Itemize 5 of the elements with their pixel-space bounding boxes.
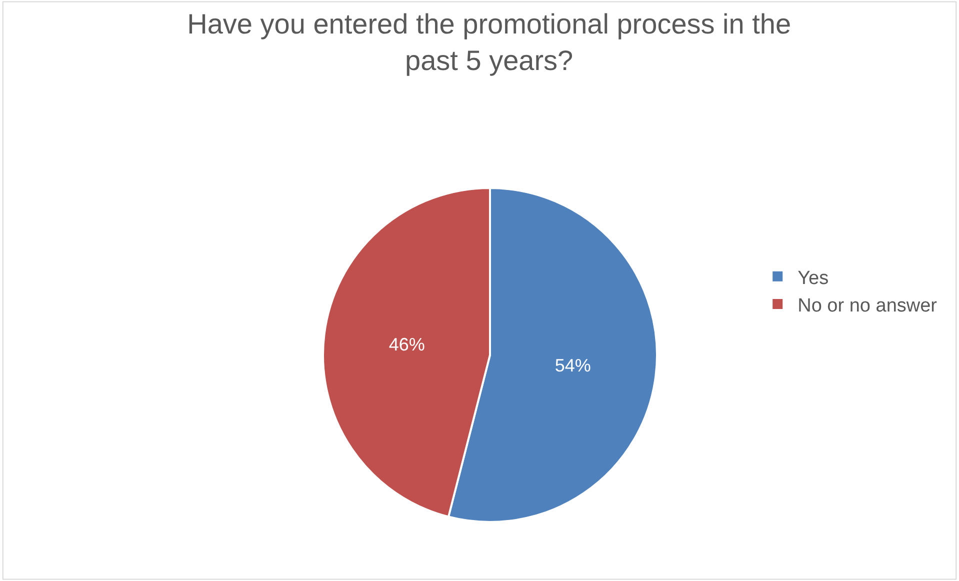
legend-label: No or no answer (798, 295, 938, 316)
data-label: 46% (388, 334, 425, 354)
legend-label: Yes (798, 268, 829, 289)
chart-title: Have you entered the promotional process in the past 5 years? (187, 8, 792, 76)
data-label: 54% (554, 355, 591, 376)
